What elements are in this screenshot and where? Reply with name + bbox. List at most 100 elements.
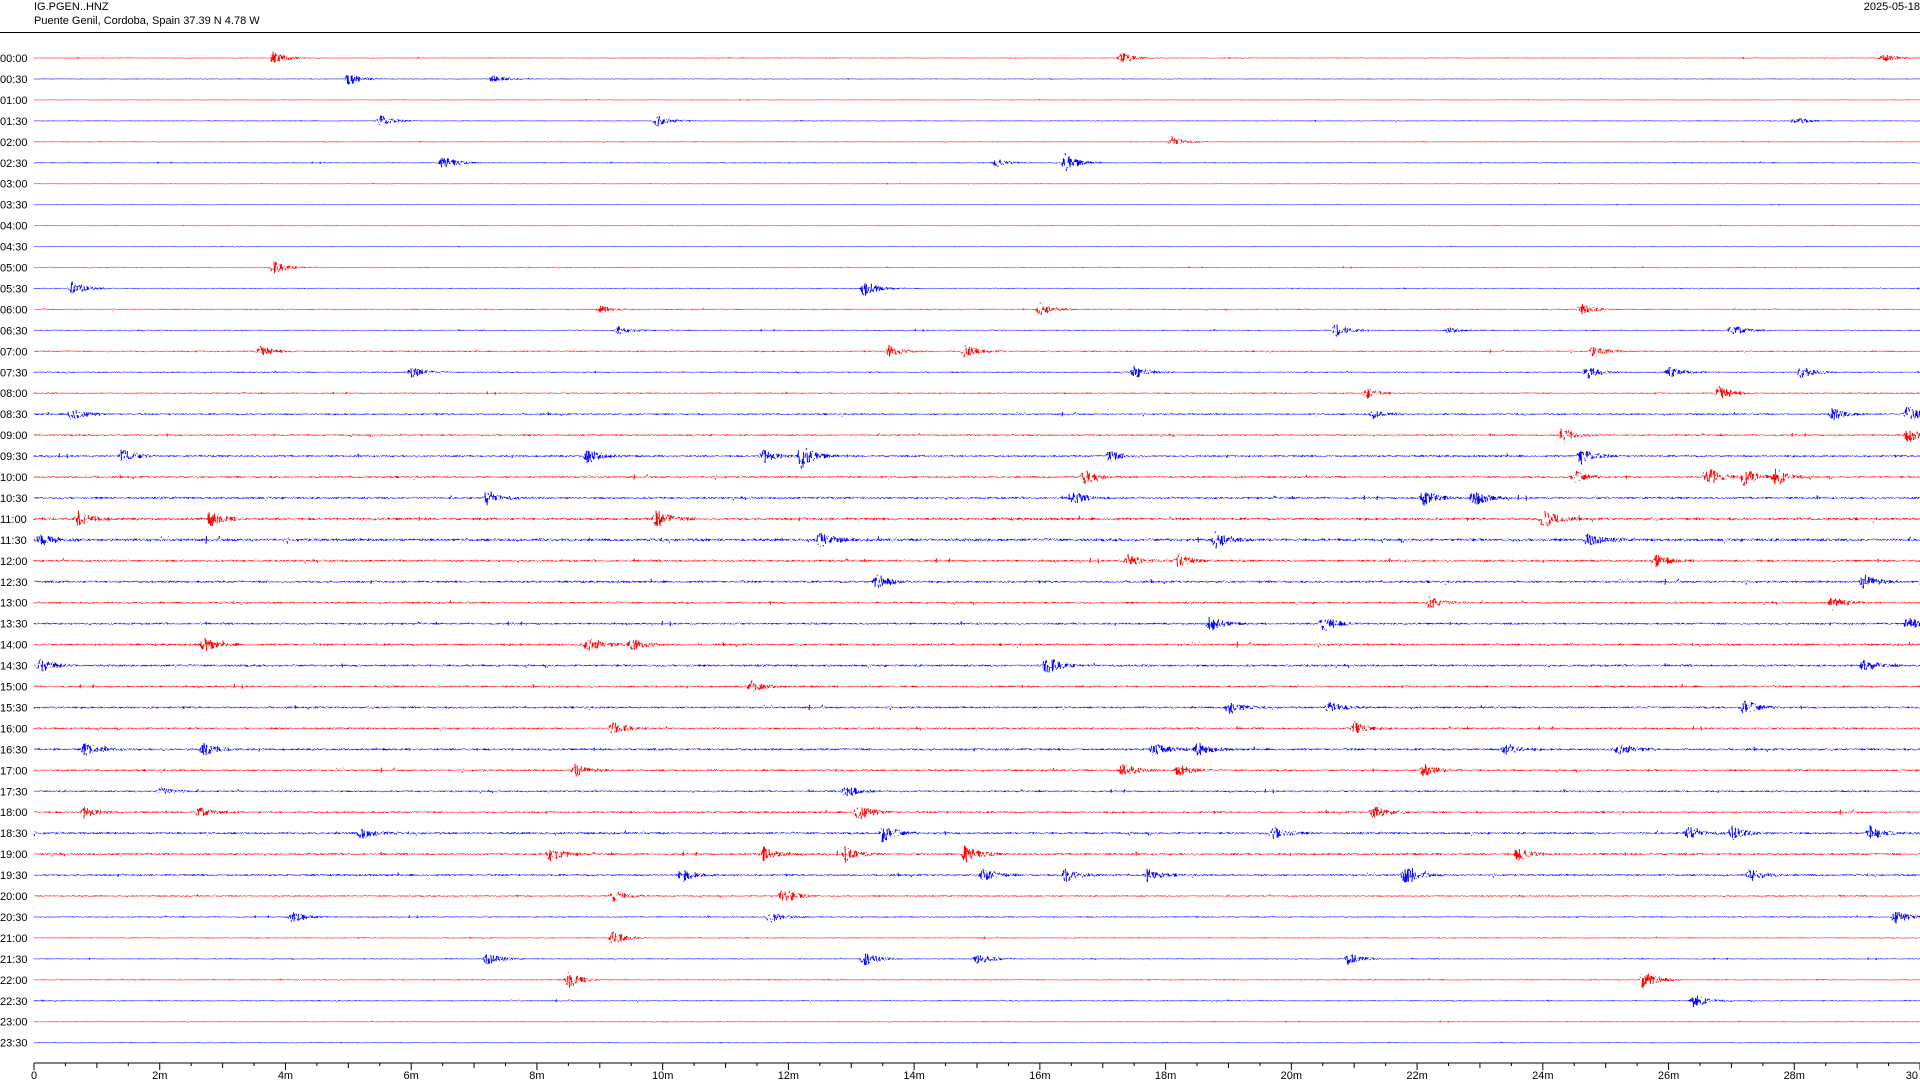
trace-line <box>33 931 1920 944</box>
x-tick-label: 0 <box>31 1070 37 1080</box>
x-tick-label: 8m <box>529 1070 544 1080</box>
row-time-label: 04:00 <box>0 221 28 233</box>
row-time-label: 13:30 <box>0 619 28 631</box>
trace-line <box>33 302 1920 316</box>
trace-line <box>33 911 1920 924</box>
row-time-label: 07:00 <box>0 346 28 358</box>
row-time-label: 12:30 <box>0 577 28 589</box>
trace-line <box>33 995 1920 1008</box>
row-time-label: 09:30 <box>0 451 28 463</box>
trace-line <box>33 51 1920 63</box>
trace-line <box>33 890 1920 902</box>
row-time-label: 06:00 <box>0 304 28 316</box>
row-time-label: 20:00 <box>0 891 28 903</box>
plot-date: 2025-05-18 <box>1863 1 1920 13</box>
row-time-label: 23:30 <box>0 1038 28 1050</box>
row-time-label: 16:00 <box>0 723 28 735</box>
trace-line <box>33 344 1920 358</box>
trace-line <box>33 868 1920 883</box>
x-tick-label: 22m <box>1406 1070 1427 1080</box>
row-time-label: 00:00 <box>0 53 28 65</box>
trace-line <box>34 75 1920 85</box>
row-time-label: 19:30 <box>0 870 28 882</box>
row-time-label: 08:00 <box>0 388 28 400</box>
x-tick-label: 26m <box>1658 1070 1679 1080</box>
x-tick-label: 30 <box>1906 1070 1918 1080</box>
trace-line <box>33 182 1920 185</box>
row-time-label: 19:00 <box>0 849 28 861</box>
row-time-label: 01:00 <box>0 95 28 107</box>
trace-line <box>33 115 1920 127</box>
x-tick-label: 16m <box>1029 1070 1050 1080</box>
row-time-label: 17:00 <box>0 765 28 777</box>
trace-line <box>33 203 1920 206</box>
trace-line <box>33 806 1920 820</box>
row-time-label: 04:30 <box>0 242 28 254</box>
row-time-label: 05:30 <box>0 283 28 295</box>
row-time-label: 12:00 <box>0 556 28 568</box>
trace-line <box>33 281 1920 296</box>
trace-line <box>33 721 1920 734</box>
trace-line <box>33 261 1920 274</box>
trace-line <box>33 324 1920 337</box>
x-tick-label: 10m <box>652 1070 673 1080</box>
row-time-label: 07:30 <box>0 367 28 379</box>
trace-line <box>33 491 1920 506</box>
x-axis: 0 2m 4m 6m 8m 10m 12m 14m 16m 18m 20m 22m 24m 26m 28m 3… <box>31 1062 1920 1080</box>
trace-group <box>33 51 1920 1045</box>
row-time-label: 22:30 <box>0 996 28 1008</box>
trace-line <box>33 406 1920 421</box>
x-tick-label: 20m <box>1281 1070 1302 1080</box>
trace-line <box>33 845 1920 863</box>
x-tick-label: 28m <box>1784 1070 1805 1080</box>
trace-line <box>33 700 1920 714</box>
row-time-label: 21:30 <box>0 954 28 966</box>
x-tick-label: 4m <box>278 1070 293 1080</box>
row-time-label: 01:30 <box>0 116 28 128</box>
row-time-label: 17:30 <box>0 786 28 798</box>
trace-line <box>34 786 1920 797</box>
row-time-label: 05:00 <box>0 263 28 275</box>
row-time-label: 03:30 <box>0 200 28 212</box>
row-time-label: 16:30 <box>0 744 28 756</box>
trace-line <box>33 763 1920 777</box>
row-time-label: 02:00 <box>0 137 28 149</box>
trace-line <box>33 971 1920 988</box>
row-time-label: 00:30 <box>0 74 28 86</box>
trace-line <box>33 365 1920 379</box>
trace-line <box>33 428 1920 442</box>
trace-line <box>33 658 1920 673</box>
trace-line <box>33 617 1920 631</box>
row-time-label: 15:00 <box>0 682 28 694</box>
row-label-group: 00:00 00:30 01:00 01:30 02:00 02:30 03:00 03:30… <box>0 53 28 1050</box>
trace-line <box>33 680 1920 692</box>
row-time-label: 20:30 <box>0 912 28 924</box>
trace-line <box>33 224 1920 227</box>
row-time-label: 22:00 <box>0 975 28 987</box>
x-tick-label: 18m <box>1155 1070 1176 1080</box>
x-tick-label: 2m <box>152 1070 167 1080</box>
row-time-label: 14:00 <box>0 640 28 652</box>
trace-line <box>33 553 1920 568</box>
trace-line <box>33 1020 1920 1023</box>
trace-line <box>33 245 1920 248</box>
trace-line <box>33 385 1920 399</box>
row-time-label: 11:30 <box>0 535 27 547</box>
trace-line <box>33 136 1920 145</box>
trace-line <box>33 953 1920 966</box>
row-time-label: 13:00 <box>0 598 28 610</box>
trace-line <box>33 531 1920 549</box>
trace-line <box>33 637 1920 651</box>
row-time-label: 10:30 <box>0 493 28 505</box>
row-time-label: 18:00 <box>0 807 28 819</box>
trace-line <box>33 1041 1920 1045</box>
row-time-label: 18:30 <box>0 828 28 840</box>
row-time-label: 11:00 <box>0 514 27 526</box>
row-time-label: 09:00 <box>0 430 28 442</box>
x-tick-label: 12m <box>778 1070 799 1080</box>
trace-line <box>33 596 1920 611</box>
x-tick-label: 6m <box>404 1070 419 1080</box>
x-tick-label: 24m <box>1532 1070 1553 1080</box>
row-time-label: 10:00 <box>0 472 28 484</box>
